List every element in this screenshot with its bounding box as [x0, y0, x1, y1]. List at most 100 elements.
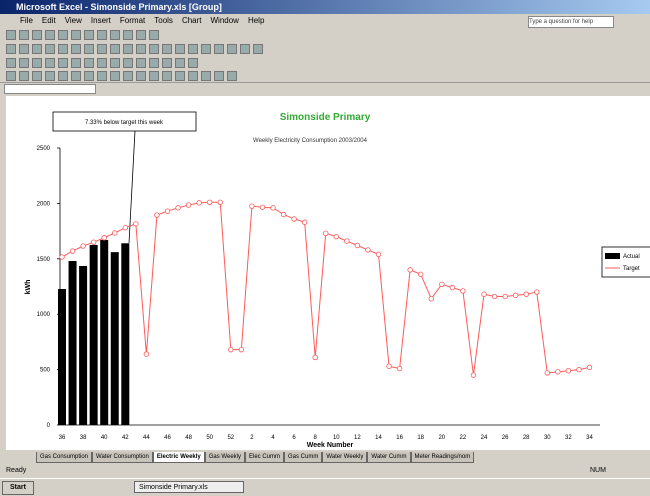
target-marker [428, 295, 434, 302]
x-tick-label: 34 [586, 435, 593, 441]
x-tick-label: 52 [227, 435, 234, 441]
menu-item[interactable]: File [20, 16, 33, 25]
x-tick-label: 36 [59, 435, 66, 441]
x-tick-label: 4 [271, 435, 275, 441]
start-button[interactable]: Start [2, 481, 34, 495]
y-tick-label: 500 [40, 368, 51, 374]
target-marker [80, 243, 86, 249]
toolbar [0, 69, 650, 82]
task-button[interactable]: Simonside Primary.xls [134, 481, 244, 493]
y-tick-label: 1000 [37, 312, 51, 318]
sheet-tab[interactable]: Gas Weekly [204, 452, 245, 463]
target-marker [291, 216, 297, 222]
target-marker [502, 293, 508, 300]
target-marker [154, 212, 160, 218]
sheet-tab[interactable]: Gas Cumm [284, 452, 323, 463]
sheet-tab[interactable]: Water Cumm [367, 452, 411, 463]
toolbar [0, 42, 650, 55]
x-tick-label: 48 [185, 435, 192, 441]
x-axis-label: Week Number [307, 442, 354, 449]
y-tick-label: 1500 [37, 257, 51, 263]
formula-bar [0, 82, 650, 95]
x-tick-label: 20 [438, 435, 445, 441]
y-tick-label: 2500 [37, 146, 51, 152]
x-tick-label: 28 [523, 435, 530, 441]
bar [100, 239, 109, 425]
name-box[interactable] [4, 84, 96, 94]
menu-bar: File Edit View Insert Format Tools Chart Window… [0, 14, 650, 27]
target-marker [407, 267, 413, 273]
help-box[interactable]: Type a question for help [528, 16, 614, 28]
target-marker [312, 354, 318, 361]
x-tick-label: 40 [101, 435, 108, 441]
target-marker [196, 200, 202, 206]
chart-subtitle: Weekly Electricity Consumption 2003/2004 [253, 138, 368, 144]
target-marker [418, 271, 424, 278]
title-bar: Microsoft Excel - Simonside Primary.xls … [0, 0, 650, 14]
target-marker [449, 284, 456, 291]
annotation-box [52, 111, 197, 132]
menu-item[interactable]: Chart [181, 16, 202, 25]
menu-item[interactable]: Format [119, 16, 146, 25]
target-marker [333, 233, 339, 240]
x-tick-label: 46 [164, 435, 171, 441]
target-marker [512, 292, 519, 299]
sheet-tab[interactable]: Elec Cumm [245, 452, 285, 463]
x-tick-label: 26 [502, 435, 509, 441]
menu-item[interactable]: View [64, 16, 82, 25]
sheet-tab[interactable]: Meter Readings/nom [410, 452, 475, 463]
sheet-tab[interactable]: Water Consumption [92, 452, 153, 463]
target-marker [270, 205, 276, 211]
target-marker [439, 281, 445, 287]
toolbar [0, 28, 650, 41]
target-marker [586, 364, 593, 371]
sheet-tab[interactable]: Electric Weekly [152, 452, 205, 463]
x-tick-label: 18 [417, 435, 424, 441]
x-tick-label: 50 [206, 435, 213, 441]
target-marker [217, 199, 223, 205]
target-marker [206, 199, 213, 205]
y-tick-label: 0 [47, 423, 51, 429]
status-num: NUM [590, 467, 606, 474]
target-marker [143, 351, 150, 357]
x-tick-label: 14 [375, 435, 382, 441]
toolbar [0, 56, 650, 69]
bar [89, 244, 98, 425]
target-marker [576, 366, 582, 373]
x-tick-label: 16 [396, 435, 403, 441]
target-marker [238, 346, 245, 353]
target-marker [491, 293, 498, 300]
bar [79, 266, 88, 425]
bar [121, 243, 130, 425]
menu-item[interactable]: Insert [90, 16, 111, 25]
target-marker [386, 363, 392, 369]
chart-title: Simonside Primary [280, 112, 371, 123]
legend-swatch [605, 253, 620, 259]
target-marker [344, 238, 350, 244]
bar [58, 289, 66, 425]
target-marker [59, 254, 65, 260]
legend-label: Actual [623, 254, 640, 260]
target-marker [470, 372, 477, 378]
chart: Simonside Primary Weekly Electricity Con… [25, 111, 650, 449]
target-marker [565, 368, 572, 374]
menu-item[interactable]: Window [210, 16, 239, 25]
x-tick-label: 22 [460, 435, 467, 441]
x-tick-label: 6 [292, 435, 296, 441]
sheet-tabs: Gas Consumption Water Consumption Electric… [0, 452, 650, 463]
bar [110, 252, 119, 425]
x-tick-label: 10 [333, 435, 340, 441]
target-marker [354, 242, 361, 249]
sheet-tab[interactable]: Gas Consumption [36, 452, 93, 463]
target-line [61, 201, 590, 376]
sheet-tab[interactable]: Water Weekly [322, 452, 368, 463]
menu-item[interactable]: Help [247, 16, 265, 25]
menu-item[interactable]: Tools [154, 16, 173, 25]
x-tick-label: 8 [314, 435, 318, 441]
target-marker [90, 239, 97, 245]
target-marker [101, 235, 107, 241]
x-tick-label: 2 [250, 435, 254, 441]
x-tick-label: 24 [481, 435, 488, 441]
menu-item[interactable]: Edit [41, 16, 56, 25]
target-marker [301, 219, 308, 225]
